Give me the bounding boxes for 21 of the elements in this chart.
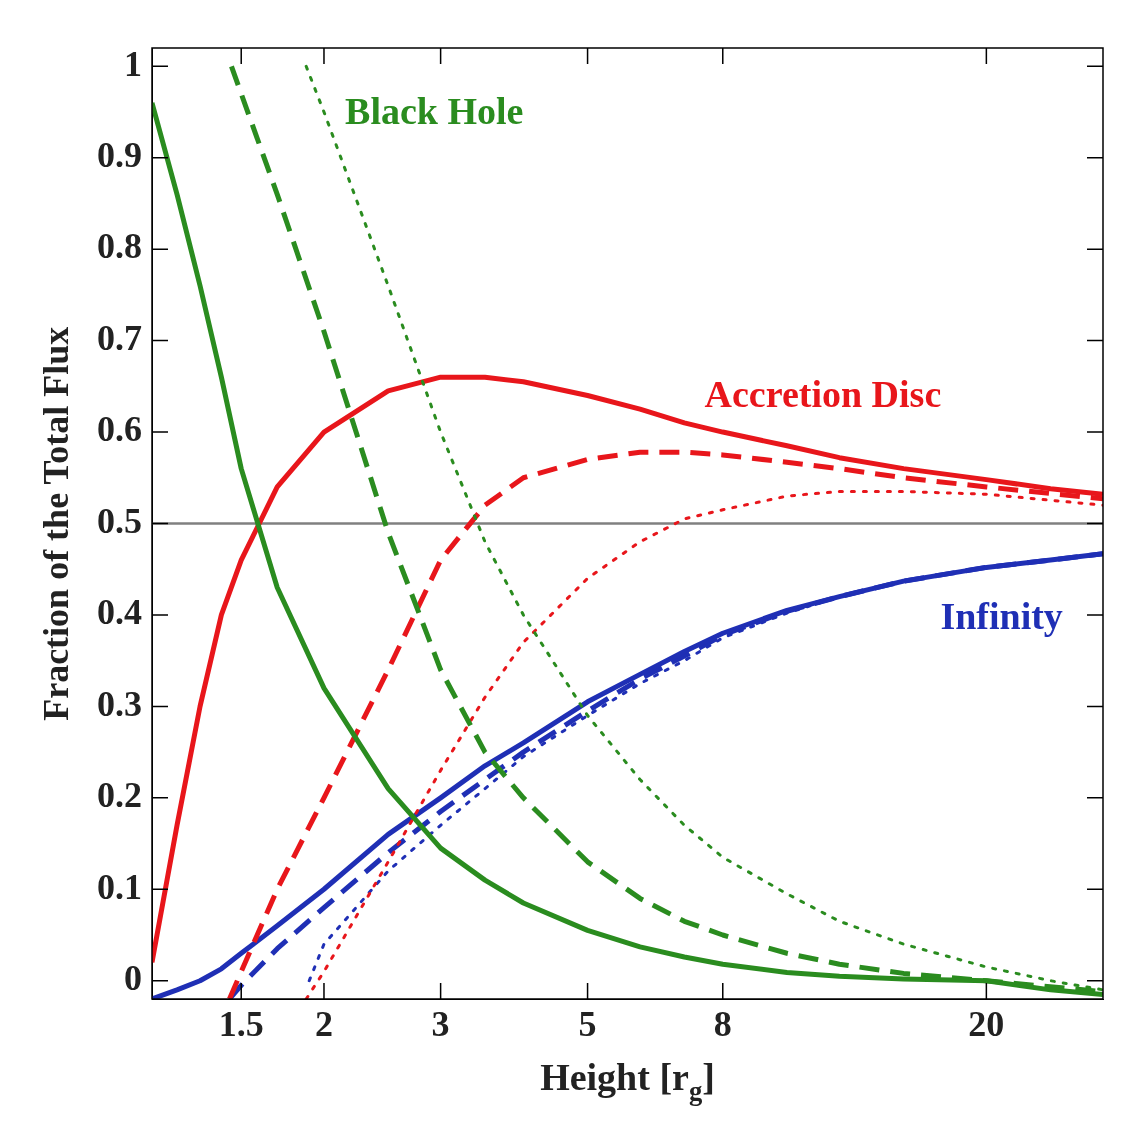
y-tick-label: 1: [124, 43, 142, 84]
x-tick-label: 8: [713, 1003, 732, 1044]
y-tick-label: 0.6: [97, 409, 142, 450]
y-tick-label: 0.3: [97, 683, 142, 724]
y-tick-label: 0.4: [97, 592, 142, 633]
y-tick-label: 0.7: [97, 317, 142, 358]
series-label: Infinity: [940, 595, 1063, 638]
y-tick-label: 0.5: [97, 500, 142, 541]
x-tick-label: 3: [431, 1003, 450, 1044]
x-tick-label: 20: [968, 1003, 1005, 1044]
text: Black Hole: [345, 90, 524, 133]
x-tick-label: 1.5: [218, 1003, 264, 1044]
y-tick-label: 0.1: [97, 866, 142, 907]
y-tick-label: 0.8: [97, 226, 142, 267]
x-tick-label: 2: [314, 1003, 333, 1044]
series-label: Accretion Disc: [704, 372, 942, 415]
y-tick-label: 0.2: [97, 775, 142, 816]
x-tick-label: 5: [578, 1003, 597, 1044]
y-axis-title: Fraction of the Total Flux: [36, 326, 76, 721]
y-tick-label: 0.9: [97, 135, 142, 176]
y-tick-label: 0: [124, 958, 142, 999]
